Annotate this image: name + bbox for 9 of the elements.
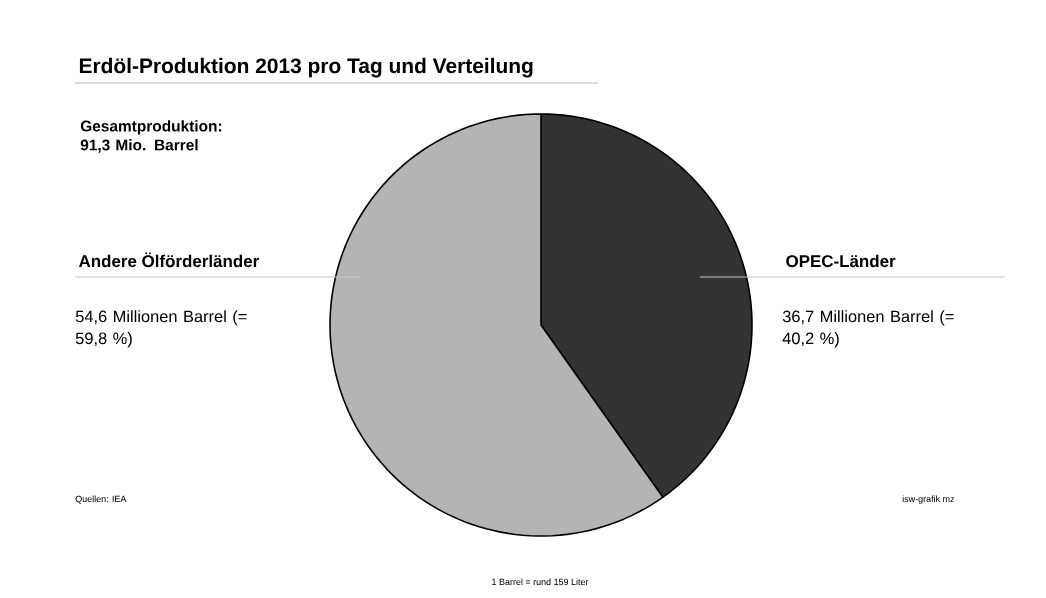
data-label: 36,7 Millionen Barrel (= 40,2 %) <box>782 310 954 348</box>
text: isw-grafik mz <box>902 495 955 504</box>
text: Gesamtproduktion: 91,3 Mio. Barrel <box>80 120 222 153</box>
slice-label: Andere Ölförderländer <box>78 252 259 268</box>
data-label: 54,6 Millionen Barrel (= 59,8 %) <box>75 310 247 348</box>
source-note: Quellen: IEA <box>75 495 127 504</box>
slice-label: OPEC-Länder <box>786 254 896 268</box>
text: 1 Barrel = rund 159 Liter <box>492 578 589 586</box>
chart-title: Erdöl-Produktion 2013 pro Tag und Verteilung <box>79 57 533 78</box>
